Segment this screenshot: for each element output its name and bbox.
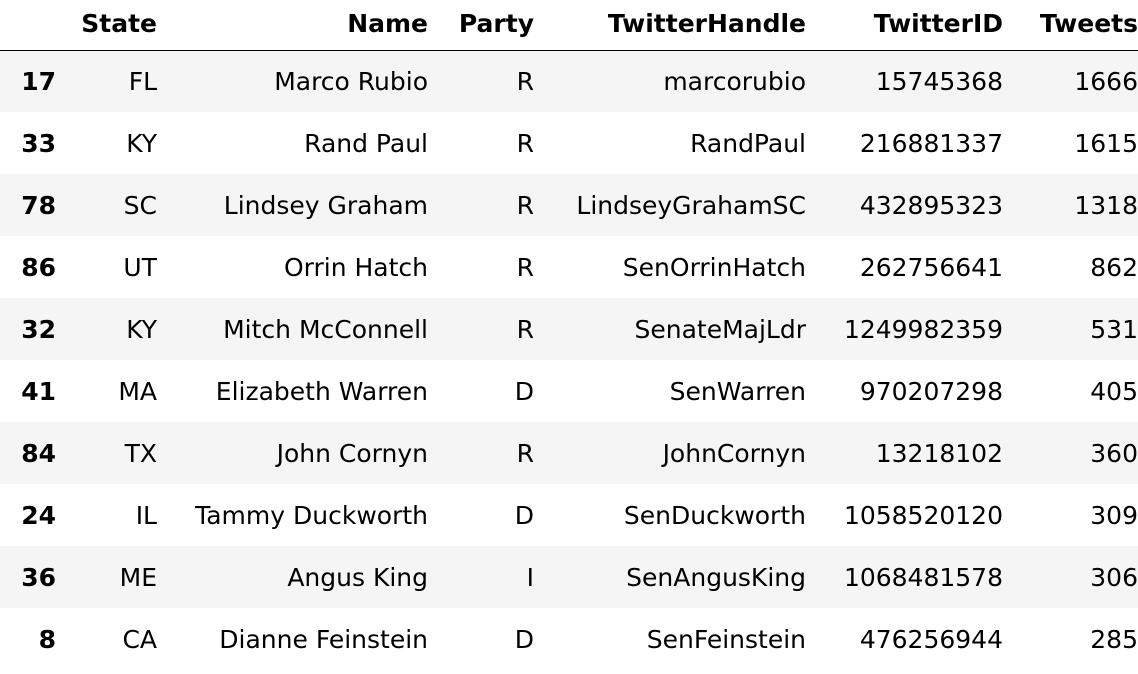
cell-twitterid: 216881337 — [859, 128, 1003, 158]
cell-name: Angus King — [287, 562, 428, 592]
cell-state: ME — [119, 562, 157, 592]
cell-state: UT — [123, 252, 157, 282]
table-row: 24 IL Tammy Duckworth D SenDuckworth 105… — [0, 484, 1138, 546]
column-header-index — [0, 0, 56, 51]
row-index: 36 — [21, 562, 56, 592]
cell-party: D — [514, 624, 534, 654]
cell-twitterhandle: LindseyGrahamSC — [576, 190, 806, 220]
row-index: 86 — [21, 252, 56, 282]
column-header-name: Name — [157, 0, 428, 51]
cell-twitterhandle: JohnCornyn — [662, 438, 806, 468]
row-index: 84 — [21, 438, 56, 468]
cell-name: Marco Rubio — [274, 66, 428, 96]
cell-twitterid: 15745368 — [875, 66, 1003, 96]
cell-party: D — [514, 500, 534, 530]
column-header-tweets: Tweets — [1003, 0, 1138, 51]
cell-name: Orrin Hatch — [283, 252, 428, 282]
table-row: 32 KY Mitch McConnell R SenateMajLdr 124… — [0, 298, 1138, 360]
cell-party: R — [516, 190, 534, 220]
cell-party: I — [526, 562, 534, 592]
cell-party: R — [516, 438, 534, 468]
cell-name: Rand Paul — [304, 128, 428, 158]
cell-tweets: 285 — [1090, 624, 1138, 654]
cell-name: John Cornyn — [276, 438, 428, 468]
row-index: 17 — [21, 66, 56, 96]
cell-tweets: 1318 — [1074, 190, 1138, 220]
row-index: 33 — [21, 128, 56, 158]
cell-twitterid: 1058520120 — [843, 500, 1003, 530]
cell-state: MA — [118, 376, 157, 406]
cell-name: Lindsey Graham — [223, 190, 428, 220]
cell-twitterhandle: SenateMajLdr — [634, 314, 806, 344]
table-row: 17 FL Marco Rubio R marcorubio 15745368 … — [0, 50, 1138, 112]
row-index: 24 — [21, 500, 56, 530]
cell-party: R — [516, 252, 534, 282]
cell-twitterhandle: RandPaul — [690, 128, 806, 158]
column-header-state: State — [56, 0, 157, 51]
cell-tweets: 1666 — [1074, 66, 1138, 96]
cell-name: Dianne Feinstein — [219, 624, 428, 654]
cell-name: Elizabeth Warren — [215, 376, 428, 406]
cell-twitterhandle: SenOrrinHatch — [622, 252, 806, 282]
cell-twitterhandle: SenWarren — [669, 376, 806, 406]
cell-twitterid: 1249982359 — [843, 314, 1003, 344]
cell-name: Tammy Duckworth — [195, 500, 428, 530]
cell-tweets: 1615 — [1074, 128, 1138, 158]
cell-state: FL — [128, 66, 157, 96]
cell-state: SC — [123, 190, 157, 220]
cell-twitterhandle: marcorubio — [663, 66, 806, 96]
table-row: 33 KY Rand Paul R RandPaul 216881337 161… — [0, 112, 1138, 174]
cell-party: R — [516, 128, 534, 158]
cell-state: IL — [135, 500, 157, 530]
cell-twitterid: 432895323 — [859, 190, 1003, 220]
row-index: 78 — [21, 190, 56, 220]
cell-state: KY — [126, 314, 157, 344]
column-header-twitterid: TwitterID — [806, 0, 1003, 51]
cell-name: Mitch McConnell — [223, 314, 428, 344]
cell-party: R — [516, 314, 534, 344]
cell-party: D — [514, 376, 534, 406]
cell-tweets: 309 — [1090, 500, 1138, 530]
cell-twitterhandle: SenDuckworth — [623, 500, 806, 530]
cell-twitterhandle: SenAngusKing — [626, 562, 806, 592]
table-row: 84 TX John Cornyn R JohnCornyn 13218102 … — [0, 422, 1138, 484]
table-header: State Name Party TwitterHandle TwitterID… — [0, 0, 1138, 51]
cell-tweets: 405 — [1090, 376, 1138, 406]
cell-tweets: 360 — [1090, 438, 1138, 468]
cell-state: CA — [122, 624, 157, 654]
cell-twitterid: 970207298 — [859, 376, 1003, 406]
row-index: 41 — [21, 376, 56, 406]
table-row: 86 UT Orrin Hatch R SenOrrinHatch 262756… — [0, 236, 1138, 298]
cell-twitterhandle: SenFeinstein — [646, 624, 806, 654]
column-header-twitterhandle: TwitterHandle — [534, 0, 806, 51]
column-header-party: Party — [428, 0, 534, 51]
header-row: State Name Party TwitterHandle TwitterID… — [0, 0, 1138, 51]
table-row: 78 SC Lindsey Graham R LindseyGrahamSC 4… — [0, 174, 1138, 236]
table-body: 17 FL Marco Rubio R marcorubio 15745368 … — [0, 50, 1138, 670]
cell-twitterid: 476256944 — [859, 624, 1003, 654]
cell-twitterid: 1068481578 — [843, 562, 1003, 592]
cell-state: TX — [124, 438, 157, 468]
table-row: 8 CA Dianne Feinstein D SenFeinstein 476… — [0, 608, 1138, 670]
table-row: 41 MA Elizabeth Warren D SenWarren 97020… — [0, 360, 1138, 422]
cell-tweets: 531 — [1090, 314, 1138, 344]
cell-twitterid: 262756641 — [859, 252, 1003, 282]
row-index: 32 — [21, 314, 56, 344]
cell-party: R — [516, 66, 534, 96]
cell-twitterid: 13218102 — [875, 438, 1003, 468]
cell-tweets: 862 — [1090, 252, 1138, 282]
cell-tweets: 306 — [1090, 562, 1138, 592]
cell-state: KY — [126, 128, 157, 158]
row-index: 8 — [38, 624, 56, 654]
table-row: 36 ME Angus King I SenAngusKing 10684815… — [0, 546, 1138, 608]
